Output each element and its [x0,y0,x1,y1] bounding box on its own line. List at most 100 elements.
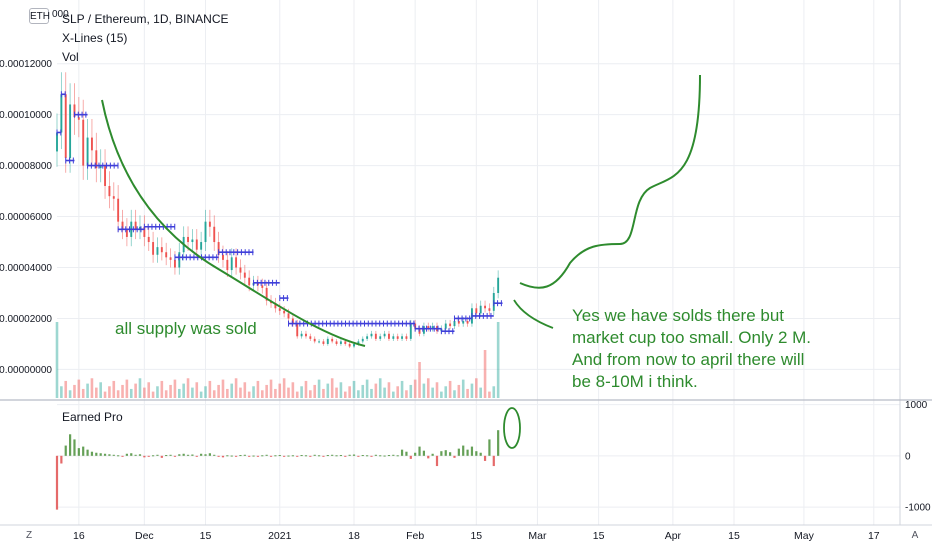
indicator-xlines-label[interactable]: X-Lines (15) [62,31,128,45]
volume-bar [68,390,72,398]
oscillator-bar [90,451,94,456]
volume-bar [256,380,260,398]
volume-bar [483,350,487,398]
time-tick-label: Mar [528,530,547,542]
oscillator-bar [339,455,343,457]
volume-bar [243,382,247,398]
candle-body [431,326,434,329]
oscillator-bar [265,454,268,456]
oscillator-bar [483,455,487,461]
volume-bar [440,391,443,398]
candle-body [383,333,386,337]
candle-body [195,239,198,250]
volume-bar [121,384,124,398]
oscillator-bar [309,455,312,457]
oscillator-bar [457,448,460,456]
candle-body [366,336,369,339]
oscillator-bar [138,454,142,456]
oscillator-bar [200,453,203,456]
oscillator-bar [243,454,246,456]
time-tick-label: Dec [135,530,154,542]
top-price-label: 000 [52,9,69,20]
candle-body [187,236,189,243]
oscillator-bar [344,455,347,457]
candle-body [335,341,338,344]
volume-bar [361,384,365,398]
price-tick-label: 0.00000000 [0,365,52,376]
indicator-volume-label[interactable]: Vol [62,50,79,64]
volume-bar [496,322,500,398]
volume-bar [418,362,421,398]
oscillator-bar [217,455,220,457]
candle-body [283,310,286,314]
volume-bar [317,379,321,398]
volume-bar [400,380,404,398]
candle-body [453,321,456,327]
candle-body [318,341,321,343]
candle-body [200,242,203,250]
volume-bar [291,382,295,398]
scale-mode-button-left[interactable]: Z [25,530,33,541]
volume-bar [64,380,68,398]
supply-curve-drawing [101,99,366,347]
volume-bar [143,387,146,398]
volume-bar [405,390,408,398]
volume-bar [461,379,465,398]
candle-body [265,287,268,301]
candle-body [313,338,316,342]
oscillator-highlight-ellipse [503,407,521,449]
volume-bar [178,388,181,398]
currency-badge[interactable]: ETH [29,8,50,24]
price-tick-label: 0.00002000 [0,314,52,325]
candle-body [86,137,89,166]
auto-scale-button[interactable]: A [911,530,919,541]
oscillator-bar [239,455,242,457]
oscillator-title[interactable]: Earned Pro [62,410,123,424]
volume-bar [55,322,59,398]
oscillator-bar [151,455,155,457]
candle-body [326,338,329,344]
pointer-curve-drawing [513,299,554,329]
candle-body [291,318,294,324]
oscillator-bar [287,455,290,457]
time-tick-label: Apr [665,530,682,542]
candle-body [374,333,377,339]
oscillator-bar [331,454,334,456]
oscillator-bar [173,455,177,457]
candle-body [143,226,146,237]
oscillator-bar [143,455,146,458]
volume-bar [169,384,172,398]
volume-bar [339,382,343,398]
volume-bar [108,386,111,398]
candle-body [488,308,491,311]
oscillator-bar [322,455,325,457]
oscillator-bar [326,455,329,457]
symbol-title[interactable]: SLP / Ethereum, 1D, BINANCE [62,12,229,26]
oscillator-bar [449,452,452,456]
time-tick-label: 15 [728,530,740,542]
oscillator-bar [186,454,190,456]
oscillator-bar [317,455,321,457]
oscillator-bar [252,455,255,457]
oscillator-bar [361,455,364,457]
volume-bar [95,387,98,398]
candle-body [208,221,211,227]
oscillator-bar [204,454,207,456]
candle-body [121,221,124,230]
oscillator-bar [165,455,168,457]
oscillator-bar [121,455,124,457]
candle-body [104,165,106,186]
candle-body [248,277,251,286]
candle-body [152,242,155,255]
candle-body [56,132,58,152]
oscillator-bar [73,439,76,456]
candle-body [475,308,478,314]
volume-bar [230,383,234,398]
volume-bar [300,386,303,398]
oscillator-bar [283,455,286,457]
volume-bar [357,390,360,398]
oscillator-bar [427,455,430,459]
volume-bar [212,390,216,398]
